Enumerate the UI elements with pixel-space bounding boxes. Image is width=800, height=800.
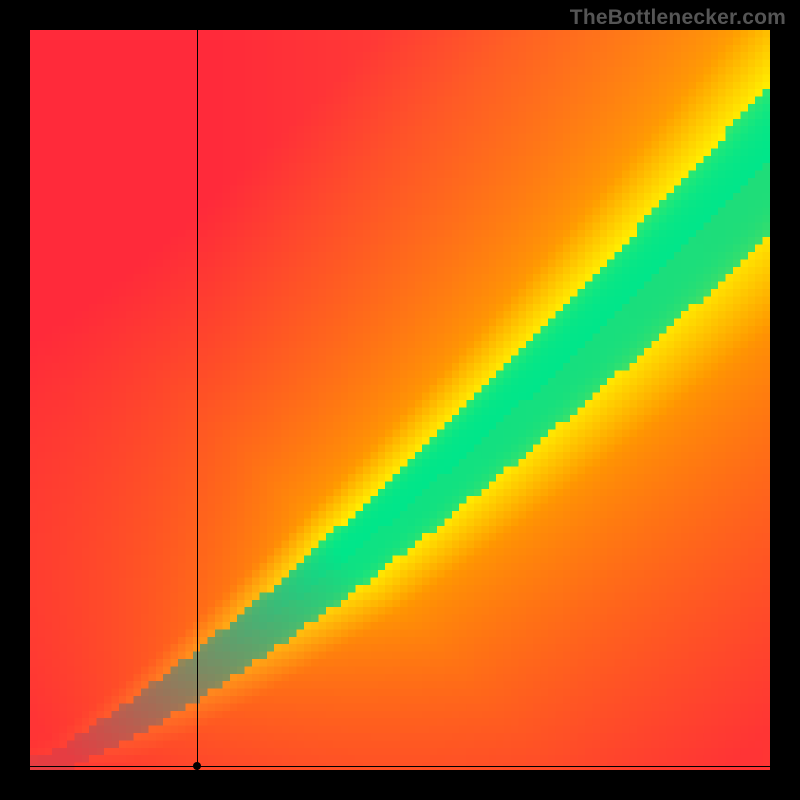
crosshair-marker bbox=[193, 762, 201, 770]
heatmap-canvas bbox=[30, 30, 770, 770]
watermark-text: TheBottlenecker.com bbox=[570, 6, 786, 30]
crosshair-vertical bbox=[197, 30, 198, 770]
crosshair-horizontal bbox=[30, 766, 770, 767]
heatmap-plot bbox=[30, 30, 770, 770]
